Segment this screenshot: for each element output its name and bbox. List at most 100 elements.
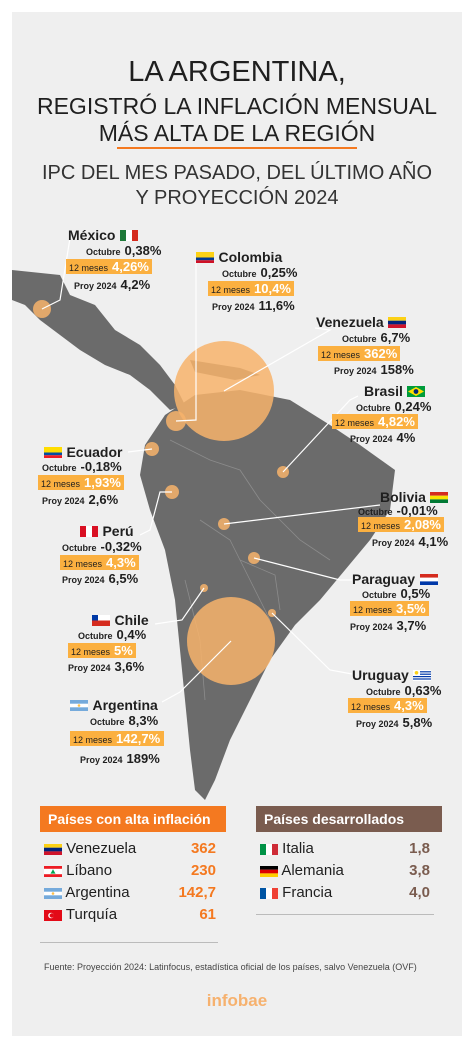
high-inflation-row: Argentina xyxy=(44,884,130,901)
brand-logo: infobae xyxy=(206,991,268,1010)
mexico-proj: Proy 2024 4,2% xyxy=(74,277,151,292)
chile-flag-icon xyxy=(92,615,110,627)
uruguay-year: 12 meses 4,3% xyxy=(348,698,427,713)
country-paraguay: Paraguay xyxy=(352,571,452,589)
country-name: Colombia xyxy=(218,249,283,265)
map-south-america xyxy=(140,390,395,800)
high-inflation-value: 362 xyxy=(190,840,216,857)
country-name: Turquía xyxy=(65,906,118,923)
country-ecuador: Ecuador xyxy=(44,444,154,462)
country-name: Bolivia xyxy=(380,489,426,505)
high-inflation-row: Venezuela xyxy=(44,840,136,857)
colombia-proj: Proy 2024 11,6% xyxy=(212,298,295,313)
high-inflation-header: Países con alta inflación xyxy=(40,806,226,832)
country-peru: Perú xyxy=(80,523,160,541)
bolivia-year: 12 meses 2,08% xyxy=(358,517,444,532)
high-inflation-row: Líbano xyxy=(44,862,112,879)
argentina-month: Octubre 8,3% xyxy=(90,713,159,728)
country-name: Alemania xyxy=(281,862,344,879)
high-inflation-value: 142,7 xyxy=(178,884,216,901)
mexico-year: 12 meses 4,26% xyxy=(66,259,152,274)
map-mexico xyxy=(12,270,185,410)
venezuela-flag-icon xyxy=(44,843,62,855)
high-inflation-value: 230 xyxy=(190,862,216,879)
peru-month: Octubre -0,32% xyxy=(62,539,142,554)
leader-lines xyxy=(41,237,381,703)
title-line-1: LA ARGENTINA, xyxy=(128,56,346,88)
colombia-year: 12 meses 10,4% xyxy=(208,281,294,296)
country-name: Argentina xyxy=(65,884,130,901)
country-brasil: Brasil xyxy=(364,383,444,401)
germany-flag-icon xyxy=(260,865,278,877)
country-name: Francia xyxy=(282,884,333,901)
peru-year: 12 meses 4,3% xyxy=(60,555,139,570)
developed-header: Países desarrollados xyxy=(256,806,442,832)
country-bolivia: Bolivia xyxy=(380,489,460,507)
subtitle-line-1: IPC DEL MES PASADO, DEL ÚLTIMO AÑO xyxy=(41,162,433,184)
argentina-proj: Proy 2024 189% xyxy=(80,751,160,766)
country-name: Venezuela xyxy=(66,840,137,857)
colombia-flag-icon xyxy=(196,252,214,264)
developed-row: Alemania xyxy=(260,862,344,879)
venezuela-year: 12 meses 362% xyxy=(318,346,401,361)
uruguay-flag-icon xyxy=(413,670,432,682)
paraguay-proj: Proy 2024 3,7% xyxy=(350,618,427,633)
paraguay-flag-icon xyxy=(419,574,438,586)
france-flag-icon xyxy=(260,887,278,899)
country-name: Paraguay xyxy=(352,571,416,587)
ecuador-month: Octubre -0,18% xyxy=(42,459,122,474)
lebanon-flag-icon xyxy=(44,865,62,877)
brasil-month: Octubre 0,24% xyxy=(356,399,432,414)
country-name: Ecuador xyxy=(66,444,123,460)
developed-value: 3,8 xyxy=(409,862,430,879)
ecuador-flag-icon xyxy=(44,447,62,459)
ecuador-year: 12 meses 1,93% xyxy=(38,475,124,490)
venezuela-flag-icon xyxy=(388,317,407,329)
uruguay-month: Octubre 0,63% xyxy=(366,683,442,698)
bolivia-flag-icon xyxy=(430,492,449,504)
developed-row: Italia xyxy=(260,840,314,857)
divider xyxy=(40,942,218,943)
country-argentina: Argentina xyxy=(70,697,170,715)
argentina-flag-icon xyxy=(44,887,62,899)
brasil-flag-icon xyxy=(407,386,426,398)
country-name: Italia xyxy=(282,840,314,857)
country-name: Venezuela xyxy=(316,314,384,330)
bolivia-proj: Proy 2024 4,1% xyxy=(372,534,449,549)
source-note: Fuente: Proyección 2024: Latinfocus, est… xyxy=(44,962,417,972)
turkey-flag-icon xyxy=(44,909,62,921)
paraguay-year: 12 meses 3,5% xyxy=(350,601,429,616)
peru-flag-icon xyxy=(80,526,98,538)
bolivia-month: Octubre -0,01% xyxy=(358,503,438,518)
chile-year: 12 meses 5% xyxy=(68,643,136,658)
argentina-year: 12 meses 142,7% xyxy=(70,731,164,746)
title-line-2: REGISTRÓ LA INFLACIÓN MENSUAL xyxy=(36,93,438,119)
country-venezuela: Venezuela xyxy=(316,314,426,332)
country-colombia: Colombia xyxy=(196,249,306,267)
country-name: Líbano xyxy=(66,862,113,879)
chile-month: Octubre 0,4% xyxy=(78,627,147,642)
argentina-flag-icon xyxy=(70,700,88,712)
country-name: Uruguay xyxy=(352,667,409,683)
subtitle-line-2: Y PROYECCIÓN 2024 xyxy=(135,187,339,209)
map-borders xyxy=(169,439,331,701)
title-line-3: MÁS ALTA DE LA REGIÓN xyxy=(98,120,376,146)
high-inflation-row: Turquía xyxy=(44,906,117,923)
peru-proj: Proy 2024 6,5% xyxy=(62,571,139,586)
divider xyxy=(256,914,434,915)
country-uruguay: Uruguay xyxy=(352,667,452,685)
venezuela-proj: Proy 2024 158% xyxy=(334,362,414,377)
country-name: Chile xyxy=(114,612,149,628)
chile-proj: Proy 2024 3,6% xyxy=(68,659,145,674)
paraguay-month: Octubre 0,5% xyxy=(362,586,431,601)
colombia-month: Octubre 0,25% xyxy=(222,265,298,280)
country-name: Argentina xyxy=(92,697,158,713)
country-mexico: México xyxy=(68,227,168,245)
venezuela-month: Octubre 6,7% xyxy=(342,330,411,345)
mexico-month: Octubre 0,38% xyxy=(86,243,162,258)
country-name: Perú xyxy=(102,523,134,539)
country-name: México xyxy=(68,227,116,243)
title-underline xyxy=(117,147,357,149)
country-name: Brasil xyxy=(364,383,403,399)
